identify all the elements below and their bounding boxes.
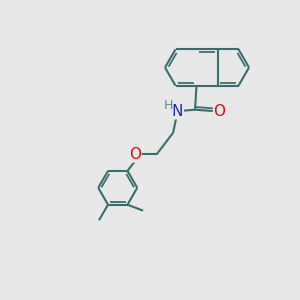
- Text: H: H: [163, 99, 173, 112]
- Text: O: O: [129, 147, 141, 162]
- Text: N: N: [172, 104, 183, 119]
- Text: O: O: [214, 104, 226, 119]
